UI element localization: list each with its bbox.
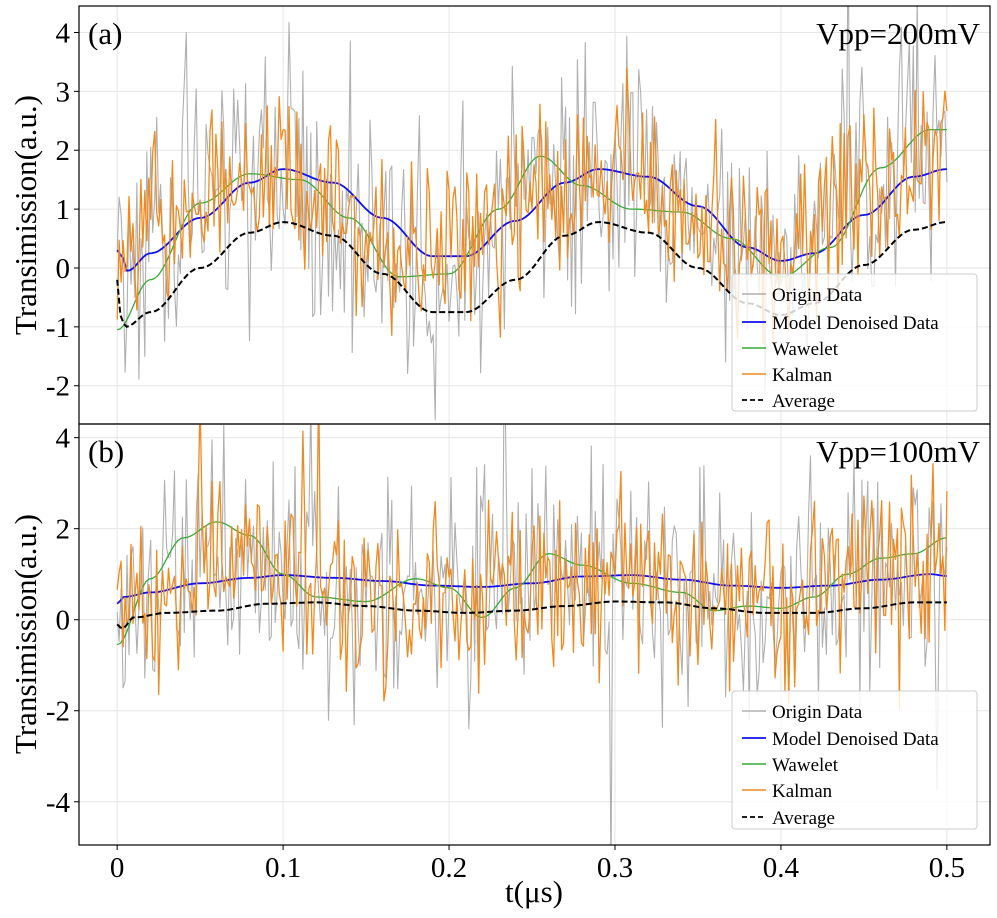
legend-label-average-b: Average [772, 808, 835, 829]
legend-label-kalman-a: Kalman [772, 365, 833, 386]
legend-label-origin-b: Origin Data [772, 702, 863, 723]
x-tick-label: 0.5 [929, 852, 965, 884]
legend-label-wavelet-a: Wawelet [772, 339, 839, 360]
y-tick-label-a: -2 [46, 371, 70, 403]
y-ticks-b: -4 -2 0 2 4 [46, 423, 79, 819]
y-tick-label-a: 2 [56, 135, 71, 167]
legend-a: Origin Data Model Denoised Data Wawelet … [731, 273, 978, 412]
series-line-kalman-b [116, 424, 948, 710]
panel-a: -2 -1 0 1 2 3 4 (a) Vpp=200mV Transimission(a.… [8, 5, 991, 425]
series-line-origin-data-b [116, 424, 948, 845]
panel-b: -4 -2 0 2 4 0 0.1 0.2 0.3 0.4 0.5 (b) Vpp=100mV T… [8, 423, 991, 909]
x-tick-label: 0.1 [265, 852, 301, 884]
y-tick-label-a: 0 [56, 253, 71, 285]
y-tick-label-b: 0 [56, 605, 71, 637]
legend-label-kalman-b: Kalman [772, 781, 833, 802]
legend-label-origin-a: Origin Data [772, 285, 863, 306]
y-tick-label-a: 4 [56, 17, 71, 49]
x-axis-label: t(μs) [505, 874, 563, 909]
legend-label-model-a: Model Denoised Data [772, 313, 939, 334]
legend-box-b [731, 690, 978, 830]
legend-label-wavelet-b: Wawelet [772, 755, 839, 776]
series-line-wawelet-a [116, 128, 947, 331]
x-tick-label: 0 [110, 852, 125, 884]
panel-label-b: (b) [88, 434, 124, 469]
y-tick-label-a: 3 [56, 76, 71, 108]
legend-label-model-b: Model Denoised Data [772, 729, 939, 750]
legend-b: Origin Data Model Denoised Data Wawelet … [731, 690, 978, 830]
y-axis-label-b: Transimission(a.u.) [8, 514, 43, 754]
y-ticks-a: -2 -1 0 1 2 3 4 [46, 17, 79, 403]
y-tick-label-b: -4 [46, 787, 71, 819]
y-tick-label-b: 4 [56, 423, 71, 455]
panel-label-a: (a) [88, 16, 122, 51]
vpp-annotation-a: Vpp=200mV [816, 16, 980, 51]
series-line-model-denoised-data-a [116, 168, 947, 272]
series-b [116, 424, 948, 845]
vpp-annotation-b: Vpp=100mV [816, 434, 980, 469]
y-axis-label-a: Transimission(a.u.) [8, 95, 43, 335]
y-tick-label-b: -2 [46, 696, 70, 728]
y-tick-label-a: -1 [46, 312, 70, 344]
legend-label-average-a: Average [772, 391, 835, 412]
x-tick-label: 0.2 [431, 852, 467, 884]
x-tick-label: 0.3 [597, 852, 633, 884]
series-line-wawelet-b [116, 521, 947, 646]
y-tick-label-a: 1 [56, 194, 71, 226]
plot-frame-b [78, 423, 991, 846]
x-ticks-b: 0 0.1 0.2 0.3 0.4 0.5 [110, 845, 965, 884]
y-tick-label-b: 2 [56, 514, 71, 546]
x-tick-label: 0.4 [763, 852, 800, 884]
series-line-average-b [116, 600, 947, 630]
legend-box-a [731, 273, 978, 412]
